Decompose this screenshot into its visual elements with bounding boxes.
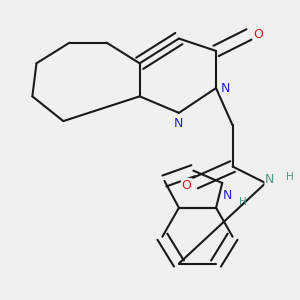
Text: N: N [220, 82, 230, 94]
Text: N: N [223, 189, 232, 202]
Text: N: N [174, 117, 184, 130]
Text: H: H [286, 172, 294, 182]
Text: O: O [253, 28, 263, 41]
Text: N: N [265, 173, 274, 186]
Text: H: H [239, 196, 247, 207]
Text: O: O [182, 178, 191, 192]
